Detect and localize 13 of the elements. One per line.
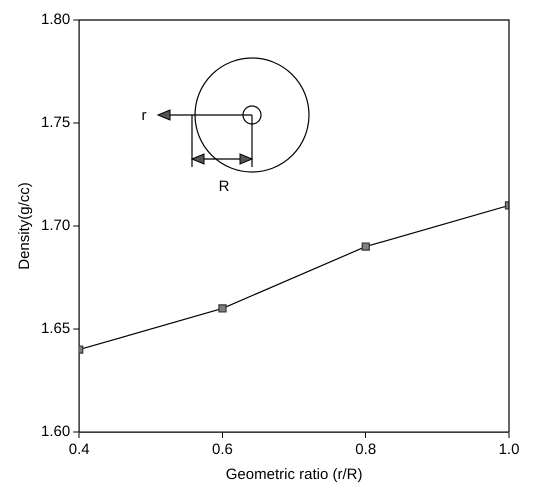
y-tick-label: 1.60 (40, 423, 70, 440)
annotation: R (218, 178, 230, 195)
x-tick-label: 0.6 (212, 441, 233, 458)
x-tick-label: 1.0 (498, 441, 520, 458)
x-tick-label: 0.4 (68, 441, 90, 458)
y-tick-label: 1.80 (40, 11, 70, 28)
x-axis-title: Geometric ratio (r/R) (226, 466, 362, 484)
x-tick-label: 0.8 (355, 441, 376, 458)
annotation: r (142, 107, 146, 124)
y-tick-label: 1.75 (40, 114, 70, 132)
y-axis-title: Density(g/cc) (16, 182, 34, 270)
y-tick-label: 1.65 (40, 320, 70, 338)
y-tick-label: 1.70 (40, 217, 70, 234)
